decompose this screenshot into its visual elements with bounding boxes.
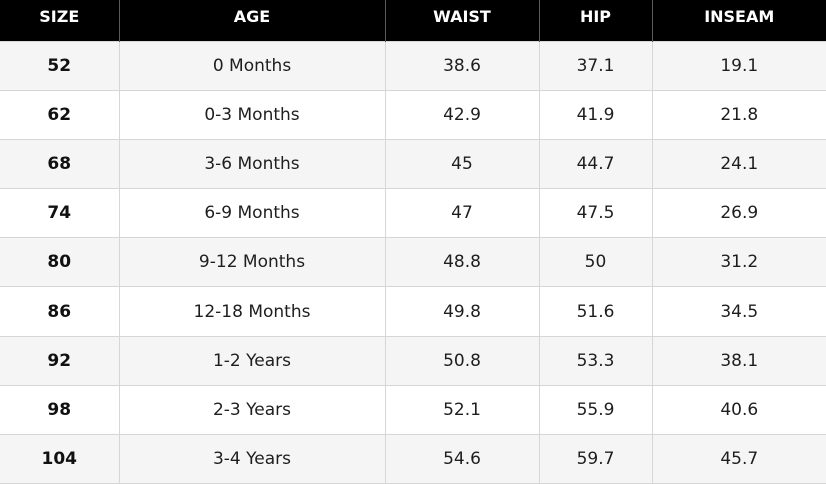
age-cell: 2-3 Years — [118, 384, 386, 436]
size-cell: 62 — [0, 89, 120, 140]
age-cell: 0 Months — [118, 40, 386, 91]
size-cell: 52 — [0, 40, 120, 91]
size-cell: 98 — [0, 384, 120, 436]
hip-cell: 37.1 — [538, 40, 653, 91]
inseam-cell: 34.5 — [651, 286, 826, 337]
inseam-cell: 31.2 — [651, 237, 826, 288]
hip-cell: 41.9 — [538, 89, 653, 140]
table-row: 98 2-3 Years 52.1 55.9 40.6 — [0, 384, 826, 436]
waist-cell: 54.6 — [384, 433, 540, 484]
table-body: 52 0 Months 38.6 37.1 19.1 62 0-3 Months… — [0, 40, 826, 484]
size-cell: 68 — [0, 138, 120, 190]
waist-cell: 49.8 — [384, 286, 540, 337]
inseam-cell: 26.9 — [651, 188, 826, 239]
hip-cell: 47.5 — [538, 188, 653, 239]
header-size: SIZE — [39, 7, 80, 26]
inseam-cell: 19.1 — [651, 40, 826, 91]
waist-cell: 50.8 — [384, 335, 540, 386]
age-cell: 3-6 Months — [118, 138, 386, 190]
age-cell: 6-9 Months — [118, 188, 386, 239]
age-cell: 1-2 Years — [118, 335, 386, 386]
inseam-cell: 40.6 — [651, 384, 826, 436]
hip-cell: 53.3 — [538, 335, 653, 386]
inseam-cell: 45.7 — [651, 433, 826, 484]
age-cell: 3-4 Years — [118, 433, 386, 484]
table-row: 68 3-6 Months 45 44.7 24.1 — [0, 138, 826, 190]
size-cell: 74 — [0, 188, 120, 239]
waist-cell: 47 — [384, 188, 540, 239]
table-row: 74 6-9 Months 47 47.5 26.9 — [0, 188, 826, 239]
hip-cell: 44.7 — [538, 138, 653, 190]
waist-cell: 52.1 — [384, 384, 540, 436]
table-row: 86 12-18 Months 49.8 51.6 34.5 — [0, 286, 826, 337]
table-row: 92 1-2 Years 50.8 53.3 38.1 — [0, 335, 826, 386]
table-row: 62 0-3 Months 42.9 41.9 21.8 — [0, 89, 826, 140]
table-header: SIZE AGE WAIST HIP INSEAM — [0, 0, 826, 41]
table-row: 52 0 Months 38.6 37.1 19.1 — [0, 40, 826, 91]
hip-cell: 55.9 — [538, 384, 653, 436]
waist-cell: 38.6 — [384, 40, 540, 91]
age-cell: 12-18 Months — [118, 286, 386, 337]
header-inseam: INSEAM — [651, 0, 826, 41]
waist-cell: 48.8 — [384, 237, 540, 288]
header-hip: HIP — [538, 0, 652, 41]
hip-cell: 59.7 — [538, 433, 653, 484]
inseam-cell: 21.8 — [651, 89, 826, 140]
header-age: AGE — [118, 0, 385, 41]
size-cell: 92 — [0, 335, 120, 386]
header-waist: WAIST — [384, 0, 539, 41]
size-cell: 80 — [0, 237, 120, 288]
hip-cell: 51.6 — [538, 286, 653, 337]
size-cell: 104 — [0, 433, 120, 484]
size-cell: 86 — [0, 286, 120, 337]
inseam-cell: 24.1 — [651, 138, 826, 190]
waist-cell: 42.9 — [384, 89, 540, 140]
table-row: 104 3-4 Years 54.6 59.7 45.7 — [0, 433, 826, 484]
age-cell: 9-12 Months — [118, 237, 386, 288]
waist-cell: 45 — [384, 138, 540, 190]
hip-cell: 50 — [538, 237, 653, 288]
inseam-cell: 38.1 — [651, 335, 826, 386]
table-row: 80 9-12 Months 48.8 50 31.2 — [0, 237, 826, 288]
header-row: SIZE AGE WAIST HIP INSEAM — [0, 0, 826, 41]
age-cell: 0-3 Months — [118, 89, 386, 140]
